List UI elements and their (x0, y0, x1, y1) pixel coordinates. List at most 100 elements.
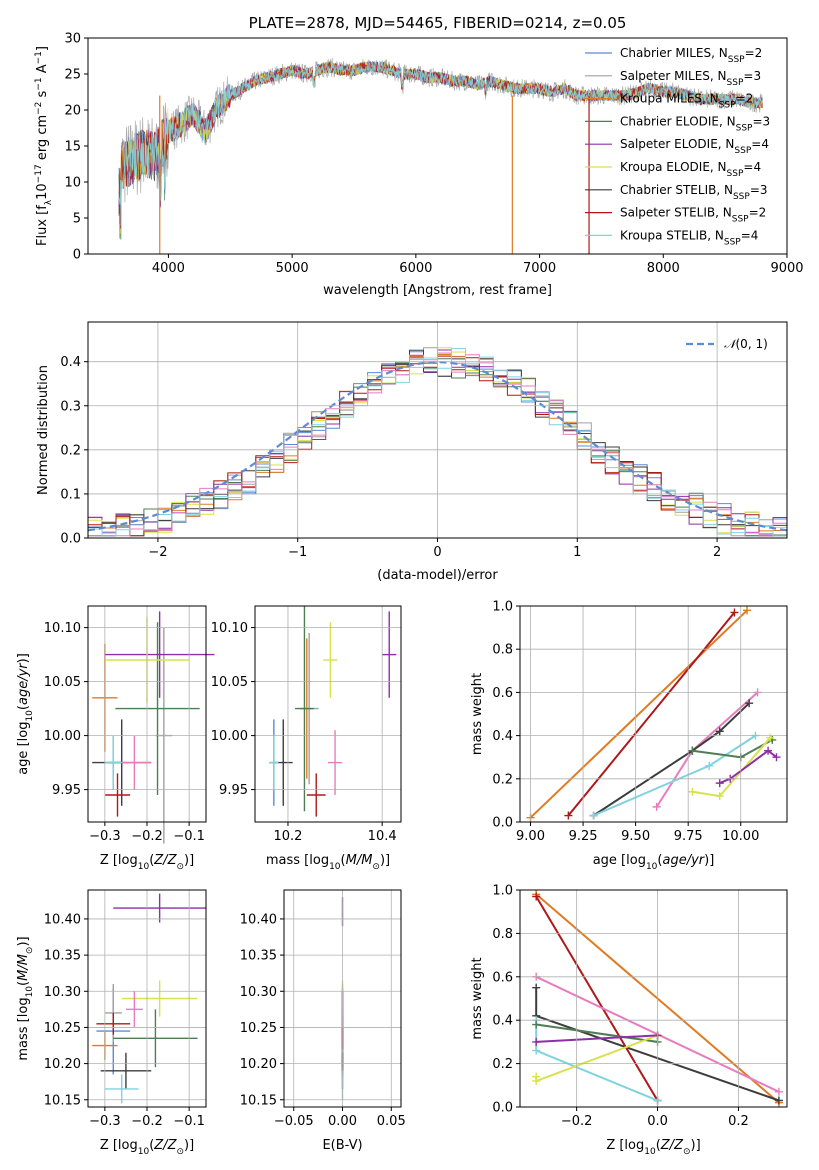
mass-vs-z-ylabel: mass [log10(M/M⊙)] (16, 936, 35, 1060)
massweight-vs-z-marker (532, 1046, 541, 1055)
histogram-ylabel: Normed distribution (36, 365, 51, 495)
spectrum-line-series-7 (118, 61, 763, 229)
label-part: λ (44, 199, 54, 205)
massweight-vs-age-frame (519, 605, 788, 823)
label-part: mass [log (16, 997, 31, 1060)
mass-vs-z-panel (92, 893, 206, 1104)
x-tick-label: 9000 (770, 261, 803, 276)
x-tick-label: 2 (713, 545, 721, 560)
label-part: Kroupa ELODIE, N (620, 160, 727, 174)
y-tick-label: 30 (64, 32, 81, 47)
label-part: SSP (727, 78, 744, 88)
massweight-vs-z-line-7 (536, 1034, 658, 1043)
label-part: =2 (749, 206, 767, 220)
massweight-vs-z-marker (532, 983, 541, 992)
legend-entry: Kroupa STELIB, NSSP=4 (620, 228, 758, 247)
y-tick-label: 10 (64, 176, 81, 191)
label-part: 10 (25, 986, 35, 998)
y-tick-label: 10.20 (240, 1057, 277, 1072)
y-tick-label: 0.0 (492, 1101, 513, 1116)
massweight-vs-z-frame (519, 889, 788, 1108)
label-part: )] (16, 936, 31, 946)
massweight-vs-age-axes: 9.00 9.25 9.50 9.75 10.00 0.0 0.2 0.4 0.6 0.8 1.0 (492, 600, 787, 844)
massweight-vs-age-marker (772, 753, 781, 762)
y-tick-label: 10.35 (44, 949, 81, 964)
label-part: )] (380, 853, 390, 868)
massweight-vs-age-marker (589, 811, 598, 820)
x-tick-label: 0 (433, 545, 441, 560)
mass-vs-z-frame (87, 889, 207, 1108)
y-tick-label: 0.6 (492, 970, 513, 985)
x-tick-label: 10.2 (273, 829, 302, 844)
label-part: 𝒩 (724, 337, 739, 351)
label-part: 10 (646, 862, 658, 872)
y-tick-label: 0.6 (492, 686, 513, 701)
label-part: Z/Z (660, 1138, 684, 1153)
label-part: ⊙ (372, 862, 380, 872)
label-part: SSP (734, 146, 751, 156)
label-part: s (35, 90, 50, 101)
legend-entry: 𝒩(0, 1) (724, 337, 768, 351)
massweight-vs-z-ylabel: mass weight (470, 957, 485, 1039)
y-tick-label: 10.30 (44, 985, 81, 1000)
massweight-vs-z-marker (532, 1037, 541, 1046)
y-tick-label: 0.3 (60, 399, 81, 414)
label-part: Salpeter ELODIE, N (620, 137, 734, 151)
label-part: Chabrier STELIB, N (620, 183, 733, 197)
label-part: ( (16, 981, 31, 986)
mass-vs-z-xlabel: Z [log10(Z/Z⊙)] (100, 1138, 194, 1157)
label-part: age [log (16, 722, 31, 775)
label-part: ] (35, 46, 50, 51)
x-tick-label: −0.2 (131, 829, 163, 844)
label-part: ⊙ (176, 1147, 184, 1157)
y-tick-label: 0.4 (492, 1014, 513, 1029)
x-tick-label: −1 (288, 545, 307, 560)
mass-vs-ebv-xlabel: E(B-V) (322, 1138, 362, 1153)
label-part: 10 (35, 183, 50, 200)
massweight-vs-age-line-4 (593, 734, 757, 817)
x-tick-label: −0.1 (173, 1114, 205, 1129)
label-part: =3 (752, 114, 770, 128)
label-part: SSP (736, 123, 753, 133)
label-part: ⊙ (25, 947, 35, 955)
y-tick-label: 10.00 (44, 729, 81, 744)
massweight-vs-age-marker (730, 608, 739, 617)
label-part: Flux [f (35, 205, 50, 246)
spectrum-line-series-8 (118, 60, 763, 226)
label-part: 10 (138, 1147, 150, 1157)
label-part: Chabrier ELODIE, N (620, 114, 736, 128)
label-part: )] (184, 1138, 194, 1153)
massweight-vs-z-marker (532, 1076, 541, 1085)
massweight-vs-z-line-5 (536, 1023, 658, 1043)
spectrum-xlabel: wavelength [Angstrom, rest frame] (323, 283, 552, 298)
label-part: (0, 1) (736, 337, 768, 351)
x-tick-label: 0.0 (647, 1114, 668, 1129)
y-tick-label: 0.2 (492, 1057, 513, 1072)
massweight-vs-age-marker (745, 699, 754, 708)
y-tick-label: 1.0 (492, 884, 513, 899)
label-part: =2 (745, 46, 763, 60)
x-tick-label: 6000 (399, 261, 432, 276)
massweight-vs-age-marker (743, 606, 752, 615)
age-vs-mass-xlabel: mass [log10(M/M⊙)] (266, 853, 390, 872)
massweight-vs-age-marker (715, 727, 724, 736)
x-tick-label: 9.00 (516, 829, 545, 844)
y-tick-label: 0.1 (60, 487, 81, 502)
massweight-vs-z-marker (532, 1020, 541, 1029)
spectrum-title: PLATE=2878, MJD=54465, FIBERID=0214, z=0… (249, 14, 627, 32)
legend-entry: Kroupa ELODIE, NSSP=4 (620, 160, 761, 179)
x-tick-label: 0.05 (377, 1114, 406, 1129)
legend-entry: Salpeter STELIB, NSSP=2 (620, 206, 766, 225)
histogram-step-series-6 (88, 349, 787, 537)
label-part: =4 (751, 137, 769, 151)
massweight-vs-age-marker (564, 811, 573, 820)
label-part: =4 (743, 160, 761, 174)
y-tick-label: 10.35 (240, 949, 277, 964)
label-part: −17 (34, 164, 44, 183)
label-part: ⊙ (176, 862, 184, 872)
age-vs-z-panel (92, 611, 215, 844)
label-part: ⊙ (683, 1147, 691, 1157)
label-part: ( (656, 1138, 661, 1153)
label-part: E(B-V) (322, 1138, 362, 1153)
